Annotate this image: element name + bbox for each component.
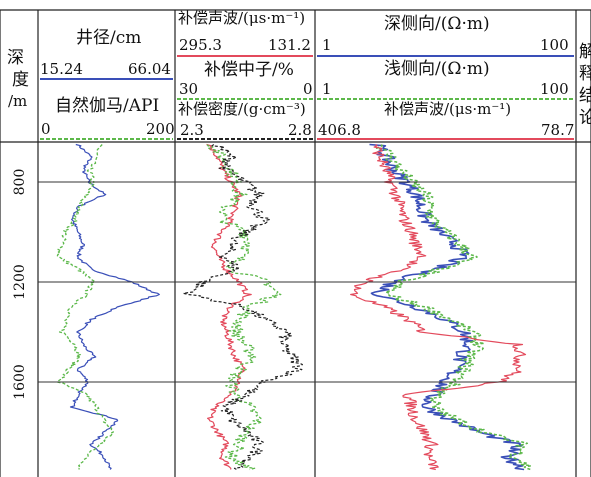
log-curve — [369, 143, 525, 471]
lls-max: 100 — [540, 80, 569, 98]
depth-title-char: 度 — [12, 70, 29, 90]
ac2-max: 78.7 — [541, 121, 575, 139]
depth-tick-label: 1600 — [12, 364, 28, 400]
log-curve — [56, 144, 114, 470]
depth-tick-label: 800 — [12, 169, 28, 196]
log-curve — [375, 144, 532, 471]
ac-title: 补偿声波/(μs·m⁻¹) — [178, 9, 306, 27]
log-curves — [56, 143, 532, 471]
log-curve — [350, 144, 527, 471]
depth-title-char: 深 — [7, 48, 24, 68]
gr-min: 0 — [41, 120, 51, 138]
lld-title: 深侧向/(Ω·m) — [384, 14, 490, 34]
depth-tick-label: 1200 — [12, 264, 28, 300]
depth-ticks: 800 1200 1600 — [12, 169, 28, 400]
lls-min: 1 — [322, 80, 332, 98]
den-min: 2.3 — [180, 121, 204, 139]
log-curve — [182, 144, 303, 471]
depth-unit: /m — [8, 92, 28, 110]
ac2-min: 406.8 — [318, 121, 361, 139]
ac2-title: 补偿声波/(μs·m⁻¹) — [384, 100, 512, 118]
caliper-title: 井径/cm — [76, 28, 142, 48]
log-curve — [69, 143, 160, 470]
lld-min: 1 — [322, 36, 332, 54]
caliper-min: 15.24 — [40, 60, 83, 78]
log-curve — [206, 144, 282, 471]
cnl-title: 补偿中子/% — [204, 60, 294, 80]
ac-max: 131.2 — [268, 36, 311, 54]
gr-max: 200 — [146, 120, 175, 138]
lld-max: 100 — [540, 36, 569, 54]
log-frame — [0, 9, 591, 477]
conclusion-title-char: 释 — [579, 64, 591, 84]
cnl-max: 0 — [303, 80, 313, 98]
conclusion-title-char: 解 — [579, 42, 591, 62]
gr-title: 自然伽马/API — [55, 96, 160, 116]
conclusion-title-char: 结 — [579, 86, 591, 106]
cnl-min: 30 — [179, 80, 199, 98]
ac-min: 295.3 — [179, 36, 222, 54]
conclusion-title-char: 论 — [579, 108, 591, 128]
den-title: 补偿密度/(g·cm⁻³) — [178, 100, 306, 118]
caliper-max: 66.04 — [128, 60, 171, 78]
lls-title: 浅侧向/(Ω·m) — [384, 59, 490, 79]
den-max: 2.8 — [288, 121, 312, 139]
